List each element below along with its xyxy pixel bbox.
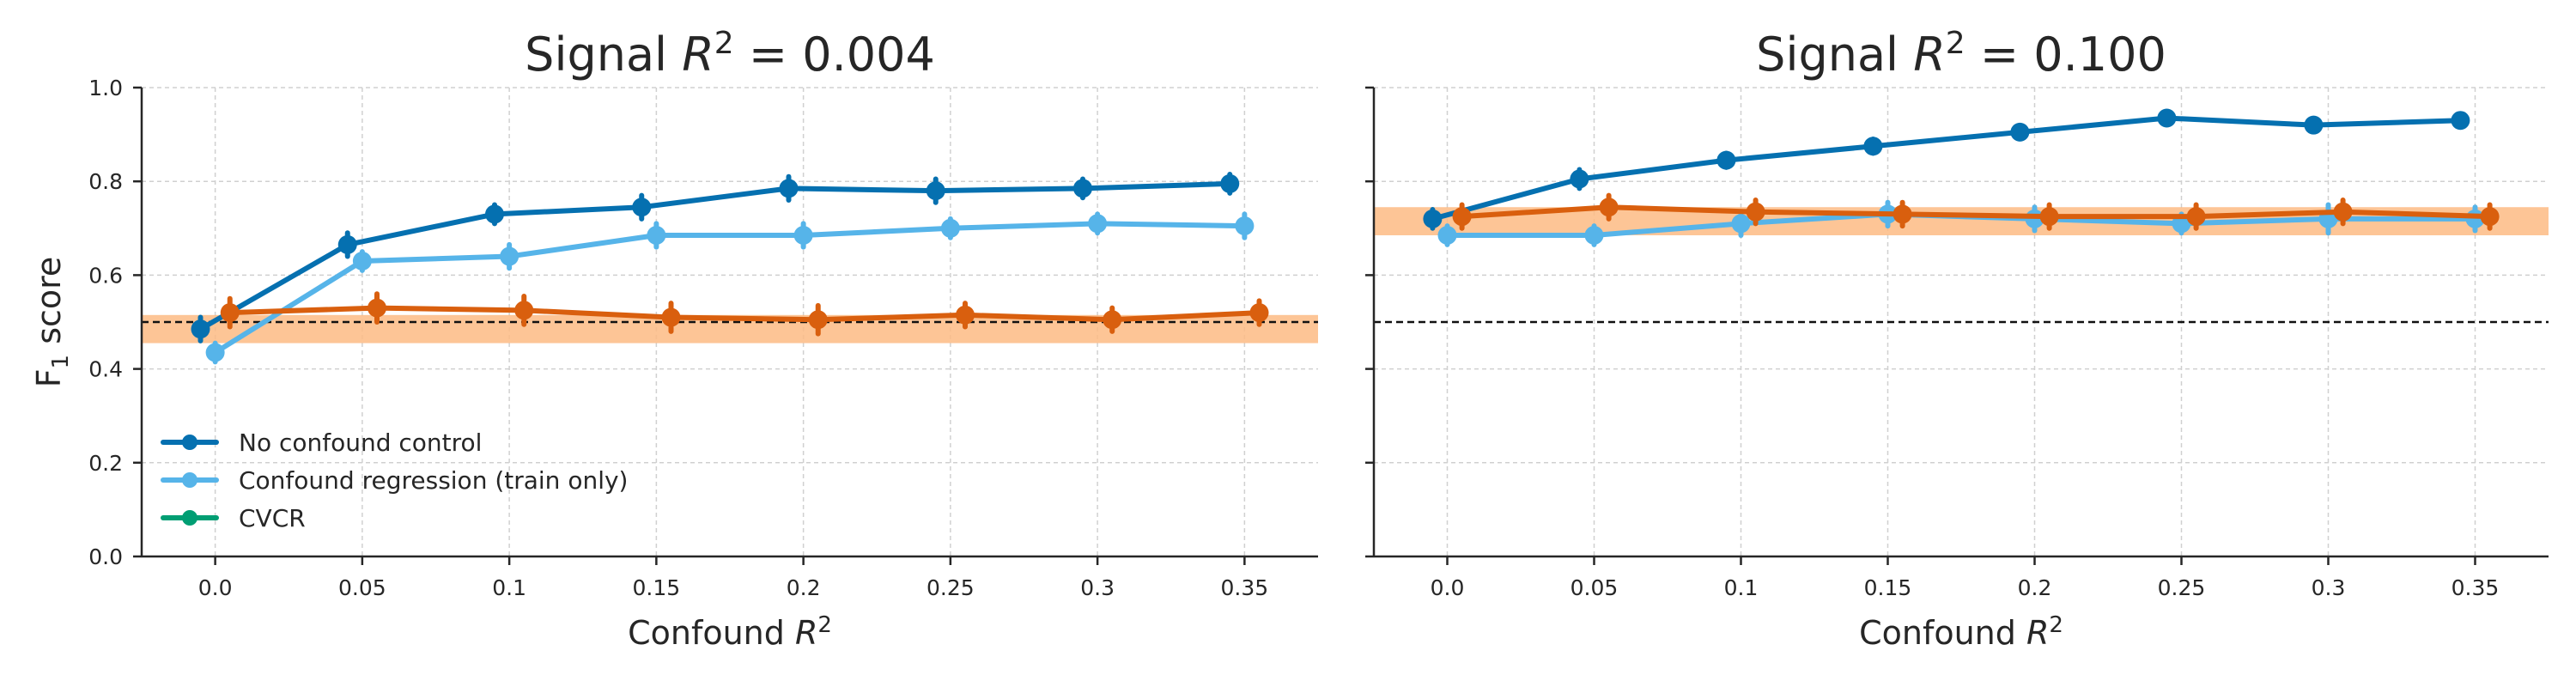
data-point bbox=[1073, 179, 1092, 198]
y-tick-label: 0.2 bbox=[88, 451, 123, 476]
y-tick-label: 1.0 bbox=[88, 76, 123, 100]
series-line bbox=[197, 180, 1233, 332]
legend-label: CVCR bbox=[239, 504, 306, 532]
x-tick-label: 0.1 bbox=[492, 575, 526, 600]
legend-label: No confound control bbox=[239, 429, 482, 457]
data-point bbox=[337, 234, 357, 254]
data-point bbox=[1249, 303, 1269, 323]
data-point bbox=[779, 179, 799, 198]
data-point bbox=[368, 298, 386, 318]
series-line bbox=[227, 305, 1262, 323]
x-tick-label: 0.35 bbox=[1221, 575, 1269, 600]
data-point bbox=[191, 319, 210, 339]
chart-title: Signal R2 = 0.004 bbox=[525, 26, 935, 82]
data-point bbox=[1423, 209, 1443, 228]
data-point bbox=[2333, 202, 2353, 222]
x-tick-label: 0.15 bbox=[633, 575, 681, 600]
x-tick-label: 0.0 bbox=[198, 575, 233, 600]
data-point bbox=[1437, 225, 1457, 245]
data-point bbox=[632, 198, 652, 217]
x-tick-label: 0.2 bbox=[2018, 575, 2052, 600]
x-tick-label: 0.3 bbox=[1080, 575, 1115, 600]
chart-title: Signal R2 = 0.100 bbox=[1756, 26, 2166, 82]
data-point bbox=[1599, 198, 1619, 217]
x-tick-label: 0.05 bbox=[1571, 575, 1619, 600]
legend-marker bbox=[182, 472, 197, 488]
data-point bbox=[514, 301, 534, 320]
series-line bbox=[1459, 204, 2493, 220]
data-point bbox=[1235, 216, 1255, 236]
y-tick-label: 0.4 bbox=[88, 357, 123, 382]
data-point bbox=[2039, 207, 2059, 227]
x-tick-label: 0.35 bbox=[2451, 575, 2500, 600]
data-point bbox=[2304, 115, 2324, 135]
data-point bbox=[661, 307, 681, 327]
data-point bbox=[647, 225, 666, 245]
y-tick-label: 0.0 bbox=[88, 544, 123, 569]
x-tick-label: 0.25 bbox=[927, 575, 975, 600]
data-point bbox=[2010, 122, 2030, 142]
data-point bbox=[1716, 150, 1736, 170]
legend-marker bbox=[182, 435, 197, 450]
data-point bbox=[1746, 202, 1765, 222]
data-point bbox=[808, 310, 828, 330]
x-axis-label: Confound R2 bbox=[628, 612, 832, 652]
data-point bbox=[956, 305, 975, 325]
data-point bbox=[1103, 310, 1122, 330]
y-axis-label: F1 score bbox=[30, 257, 74, 388]
data-point bbox=[793, 225, 813, 245]
data-point bbox=[485, 204, 504, 224]
series-line bbox=[212, 221, 1248, 356]
y-tick-label: 0.8 bbox=[88, 169, 123, 194]
x-tick-label: 0.25 bbox=[2158, 575, 2206, 600]
data-point bbox=[1584, 225, 1604, 245]
data-point bbox=[1731, 214, 1751, 234]
data-point bbox=[2186, 207, 2206, 227]
data-point bbox=[1452, 207, 1472, 227]
x-axis-label: Confound R2 bbox=[1859, 612, 2063, 652]
data-point bbox=[1088, 214, 1108, 234]
legend-marker bbox=[182, 510, 197, 526]
x-tick-label: 0.05 bbox=[338, 575, 386, 600]
data-point bbox=[2157, 108, 2177, 128]
data-point bbox=[2480, 207, 2500, 227]
x-tick-label: 0.1 bbox=[1724, 575, 1759, 600]
data-point bbox=[1570, 169, 1589, 189]
data-point bbox=[352, 252, 372, 271]
data-point bbox=[1893, 204, 1912, 224]
data-point bbox=[1220, 173, 1240, 193]
data-point bbox=[926, 181, 945, 201]
data-point bbox=[220, 303, 240, 323]
y-tick-label: 0.6 bbox=[88, 263, 123, 288]
data-point bbox=[205, 343, 225, 362]
data-point bbox=[500, 246, 519, 266]
x-tick-label: 0.0 bbox=[1431, 575, 1465, 600]
series-line bbox=[1430, 115, 2464, 222]
x-tick-label: 0.3 bbox=[2312, 575, 2346, 600]
legend-label: Confound regression (train only) bbox=[239, 466, 628, 495]
data-point bbox=[2451, 111, 2470, 131]
data-point bbox=[940, 218, 960, 238]
data-point bbox=[1863, 137, 1883, 156]
x-tick-label: 0.2 bbox=[787, 575, 821, 600]
x-tick-label: 0.15 bbox=[1864, 575, 1912, 600]
